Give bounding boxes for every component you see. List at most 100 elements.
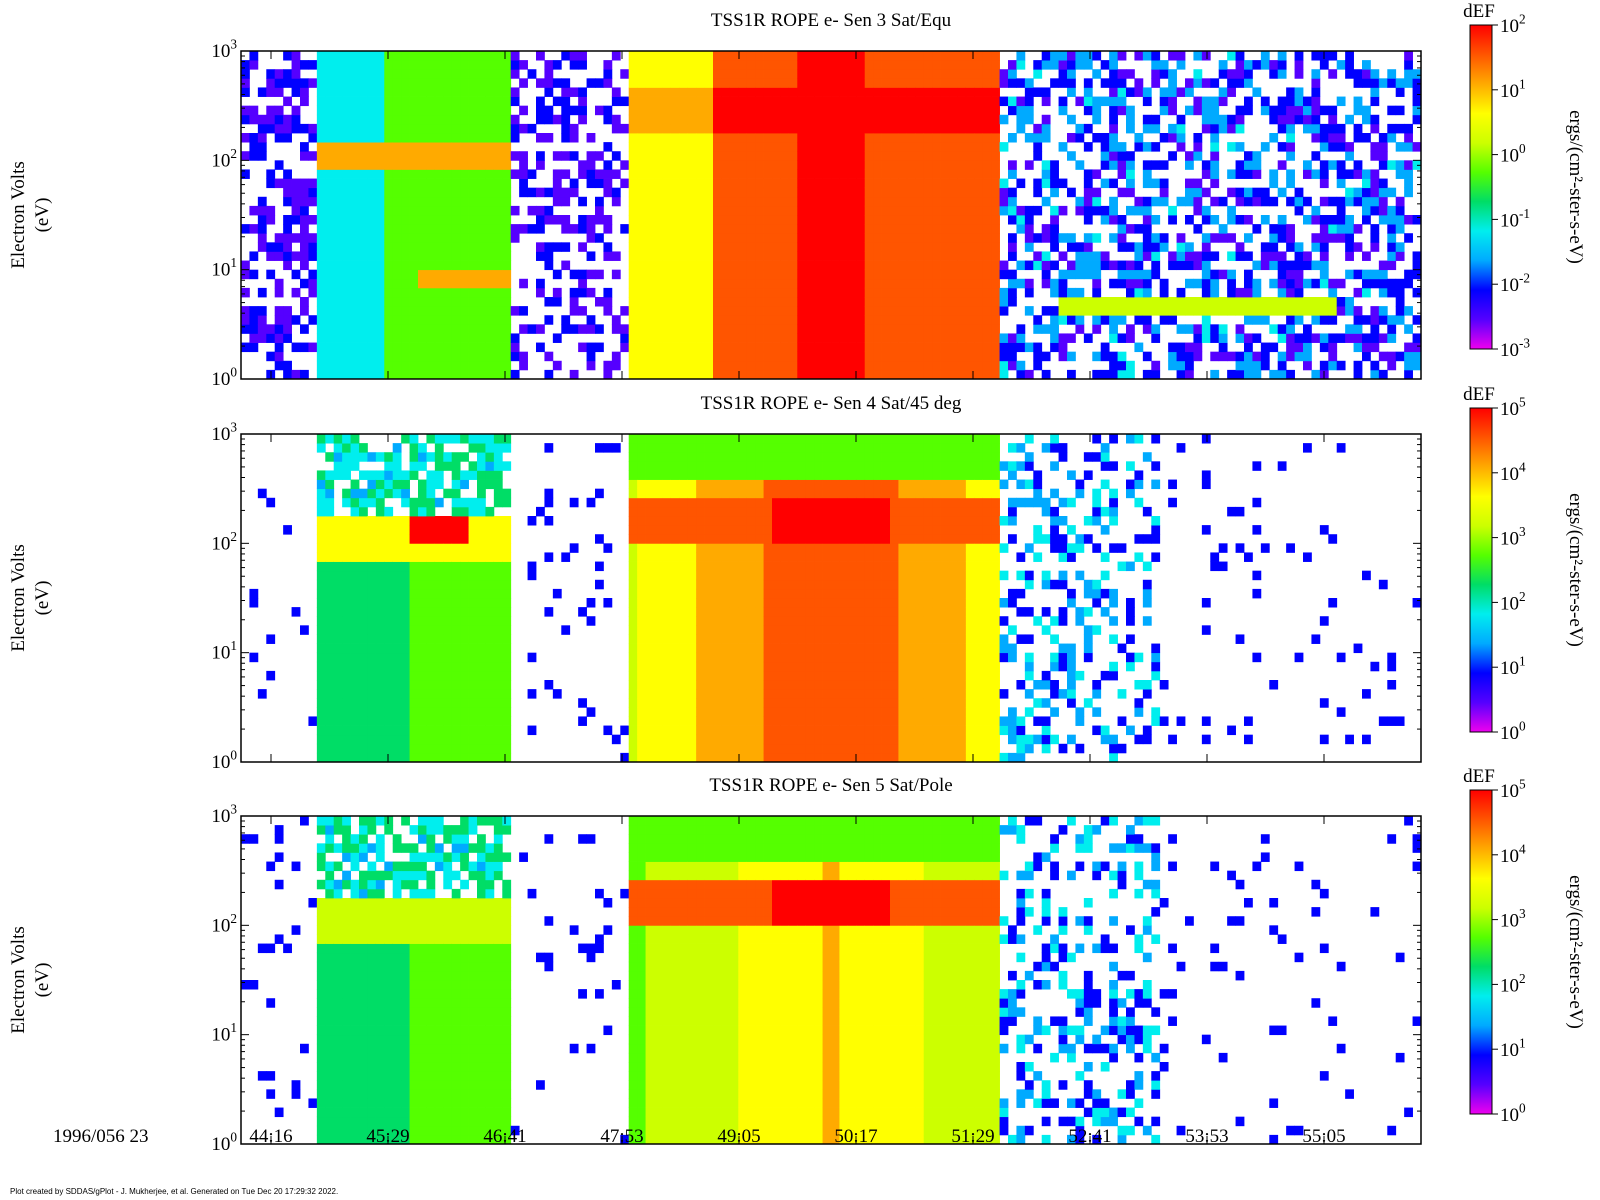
heatmap-cell: [763, 69, 773, 79]
heatmap-cell: [384, 160, 394, 170]
heatmap-cell: [628, 488, 638, 499]
heatmap-cell: [359, 552, 368, 562]
heatmap-cell: [401, 278, 410, 289]
heatmap-cell: [426, 242, 436, 252]
heatmap-cell: [418, 114, 427, 125]
heatmap-cell: [536, 215, 545, 225]
heatmap-cell: [384, 315, 394, 325]
heatmap-cell: [333, 725, 343, 736]
heatmap-cell: [822, 151, 832, 161]
heatmap-cell: [359, 123, 368, 134]
heatmap-cell: [283, 123, 292, 134]
heatmap-cell: [485, 506, 495, 517]
heatmap-cell: [797, 151, 807, 161]
heatmap-cell: [468, 670, 478, 681]
heatmap-cell: [932, 306, 941, 316]
heatmap-cell: [847, 333, 857, 343]
heatmap-cell: [982, 96, 992, 107]
heatmap-cell: [839, 178, 849, 189]
heatmap-cell: [350, 369, 360, 380]
heatmap-cell: [679, 297, 689, 307]
heatmap-cell: [460, 251, 469, 261]
heatmap-cell: [881, 151, 891, 161]
heatmap-cell: [409, 543, 419, 553]
heatmap-cell: [316, 251, 326, 261]
heatmap-cell: [426, 488, 436, 499]
heatmap-cell: [982, 114, 992, 125]
heatmap-cell: [687, 51, 697, 61]
heatmap-cell: [283, 360, 292, 371]
heatmap-cell: [1269, 278, 1279, 289]
heatmap-cell: [864, 260, 874, 271]
heatmap-cell: [1319, 278, 1329, 289]
heatmap-cell: [654, 434, 663, 444]
heatmap-cell: [1286, 315, 1295, 325]
heatmap-cell: [982, 242, 992, 252]
heatmap-cell: [434, 516, 444, 526]
heatmap-cell: [1269, 224, 1279, 234]
heatmap-cell: [679, 725, 689, 736]
heatmap-cell: [898, 169, 908, 179]
heatmap-cell: [485, 543, 495, 553]
heatmap-cell: [974, 205, 984, 216]
heatmap-cell: [1008, 287, 1017, 298]
heatmap-cell: [1328, 123, 1338, 134]
heatmap-cell: [898, 133, 908, 143]
heatmap-cell: [561, 51, 571, 61]
heatmap-cell: [704, 215, 714, 225]
heatmap-cell: [940, 96, 950, 107]
heatmap-cell: [898, 160, 908, 170]
heatmap-cell: [426, 324, 436, 334]
heatmap-cell: [409, 516, 419, 526]
heatmap-cell: [873, 187, 882, 198]
heatmap-cell: [443, 525, 453, 535]
heatmap-cell: [468, 297, 478, 307]
heatmap-cell: [1117, 87, 1127, 97]
heatmap-cell: [1134, 269, 1144, 280]
heatmap-cell: [283, 224, 292, 234]
heatmap-cell: [957, 333, 967, 343]
heatmap-cell: [628, 543, 638, 553]
heatmap-cell: [831, 178, 840, 189]
heatmap-cell: [729, 251, 739, 261]
heatmap-cell: [1319, 251, 1329, 261]
heatmap-cell: [864, 306, 874, 316]
heatmap-cell: [401, 752, 410, 763]
heatmap-cell: [1083, 260, 1093, 271]
heatmap-cell: [670, 87, 680, 97]
heatmap-cell: [915, 351, 925, 362]
heatmap-cell: [1227, 269, 1236, 280]
heatmap-cell: [586, 324, 596, 334]
heatmap-cell: [679, 506, 689, 517]
heatmap-cell: [1083, 297, 1093, 307]
heatmap-cell: [392, 269, 402, 280]
heatmap-cell: [342, 51, 351, 61]
heatmap-cell: [755, 69, 764, 79]
heatmap-cell: [1227, 142, 1236, 152]
heatmap-cell: [822, 360, 832, 371]
heatmap-cell: [502, 278, 512, 289]
heatmap-cell: [932, 287, 941, 298]
heatmap-cell: [603, 598, 613, 608]
heatmap-cell: [257, 224, 267, 234]
heatmap-cell: [1387, 278, 1397, 289]
heatmap-cell: [898, 78, 908, 88]
heatmap-cell: [1244, 69, 1253, 79]
heatmap-cell: [654, 315, 663, 325]
heatmap-cell: [342, 497, 351, 508]
heatmap-cell: [780, 142, 790, 152]
heatmap-cell: [620, 224, 630, 234]
heatmap-cell: [738, 178, 748, 189]
heatmap-cell: [847, 123, 857, 134]
heatmap-cell: [1016, 342, 1026, 353]
heatmap-cell: [1092, 369, 1102, 380]
heatmap-cell: [772, 169, 781, 179]
heatmap-cell: [1336, 169, 1346, 179]
heatmap-cell: [367, 151, 377, 161]
heatmap-cell: [628, 607, 638, 617]
heatmap-cell: [763, 306, 773, 316]
heatmap-cell: [1345, 215, 1354, 225]
heatmap-cell: [704, 142, 714, 152]
heatmap-cell: [932, 133, 941, 143]
heatmap-cell: [493, 743, 503, 754]
